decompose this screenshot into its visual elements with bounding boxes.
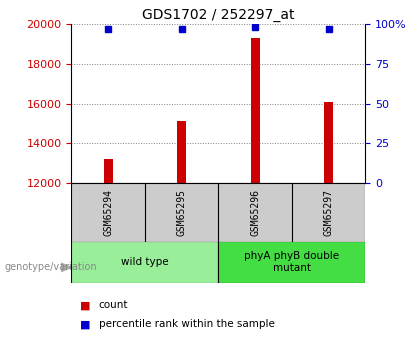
Text: phyA phyB double
mutant: phyA phyB double mutant: [244, 252, 339, 273]
Text: GSM65297: GSM65297: [324, 189, 333, 236]
Text: count: count: [99, 300, 128, 310]
Text: ■: ■: [80, 300, 90, 310]
FancyBboxPatch shape: [71, 183, 365, 242]
Text: percentile rank within the sample: percentile rank within the sample: [99, 319, 275, 329]
Text: genotype/variation: genotype/variation: [4, 263, 97, 272]
Bar: [104, 159, 113, 183]
FancyBboxPatch shape: [218, 241, 365, 283]
Text: GSM65295: GSM65295: [177, 189, 186, 236]
Text: wild type: wild type: [121, 257, 169, 267]
Bar: [251, 38, 260, 183]
Polygon shape: [61, 263, 71, 272]
Bar: [177, 121, 186, 183]
Bar: [324, 101, 333, 183]
Text: ■: ■: [80, 319, 90, 329]
FancyBboxPatch shape: [71, 241, 218, 283]
Title: GDS1702 / 252297_at: GDS1702 / 252297_at: [142, 8, 295, 22]
Text: GSM65296: GSM65296: [250, 189, 260, 236]
Text: GSM65294: GSM65294: [103, 189, 113, 236]
